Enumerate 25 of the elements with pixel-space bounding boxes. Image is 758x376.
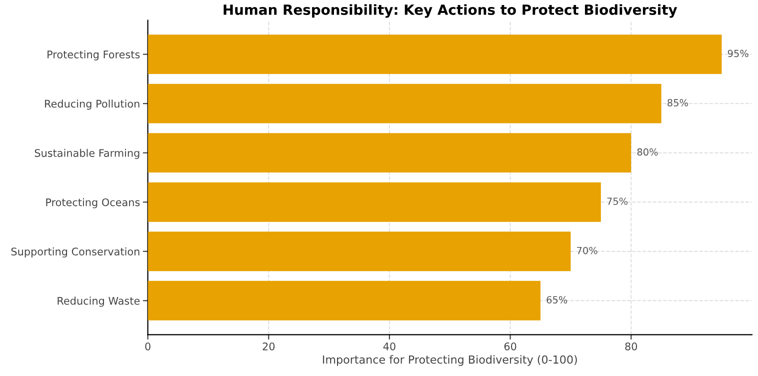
data-label: 65%: [546, 296, 568, 304]
x-tick-label: 40: [383, 342, 396, 350]
y-tick-label: Protecting Forests: [48, 50, 140, 60]
y-tick-label: Sustainable Farming: [34, 148, 140, 159]
bar: [148, 232, 571, 272]
bar: [148, 133, 632, 173]
bar: [148, 84, 662, 124]
y-tick-label: Reducing Waste: [58, 296, 140, 307]
data-label: 85%: [668, 99, 688, 106]
y-tick-label: Reducing Pollution: [45, 100, 140, 110]
data-label: 80%: [637, 148, 658, 156]
bar: [148, 280, 540, 320]
x-tick-label: 80: [625, 342, 638, 350]
y-tick-label: Protecting Oceans: [46, 198, 140, 208]
bar: [148, 34, 722, 74]
data-label: 70%: [577, 246, 598, 254]
x-tick-label: 60: [504, 342, 516, 350]
bar: [148, 182, 601, 222]
data-label: 75%: [607, 198, 628, 205]
x-tick-label: 20: [262, 342, 275, 350]
data-label: 95%: [728, 50, 748, 58]
y-tick-label: Supporting Conservation: [11, 247, 140, 258]
x-axis-title: Importance for Protecting Biodiversity (0-100): [322, 355, 577, 366]
x-tick-label: 0: [145, 342, 150, 350]
chart-title: Human Responsibility: Key Actions to Protect Biodiversity: [224, 4, 678, 18]
